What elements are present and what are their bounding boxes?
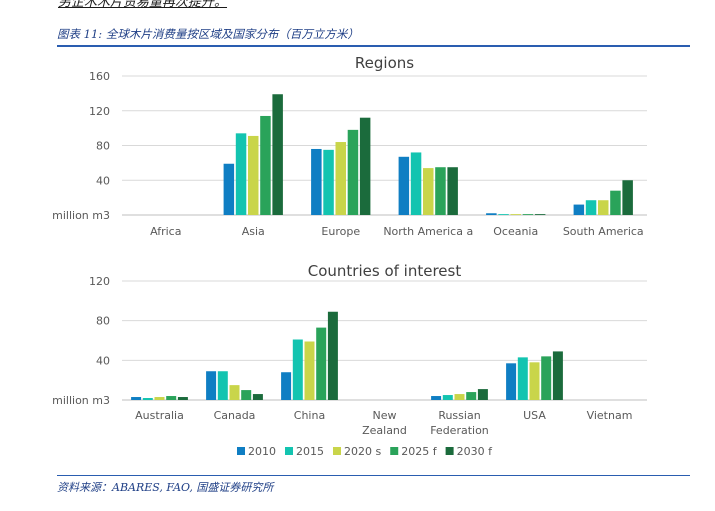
figure-title: 图表 11: 全球木片消费量按区域及国家分布（百万立方米）: [57, 27, 359, 41]
bar: [347, 129, 359, 215]
bar: [217, 371, 228, 400]
bar: [359, 117, 371, 215]
bar: [573, 204, 585, 215]
legend-label: 2010: [248, 445, 276, 458]
x-tick-label: Asia: [242, 225, 265, 238]
y-axis-unit-label: million m3: [52, 209, 110, 222]
x-tick-label: Europe: [321, 225, 360, 238]
bar: [435, 167, 446, 215]
bar: [235, 133, 247, 215]
bar: [154, 397, 165, 400]
x-tick-label: Oceania: [493, 225, 538, 238]
legend-label: 2020 s: [344, 445, 381, 458]
legend-label: 2030 f: [457, 445, 493, 458]
y-tick-label: 160: [89, 70, 110, 83]
bar: [272, 94, 283, 215]
x-tick-label: Australia: [135, 409, 184, 422]
bar: [327, 311, 338, 400]
bar: [477, 389, 488, 400]
legend-label: 2015: [296, 445, 324, 458]
truncated-header-text: 另企木木片贸易量再次提升。: [58, 0, 228, 10]
y-tick-label: 120: [89, 105, 110, 118]
legend-swatch: [285, 447, 293, 455]
bar: [522, 214, 534, 215]
y-tick-label: 80: [96, 140, 110, 153]
bar: [585, 200, 597, 215]
bar: [498, 214, 509, 215]
bar: [598, 200, 609, 215]
bar: [466, 392, 477, 400]
x-tick-label: South America: [563, 225, 644, 238]
bar: [241, 390, 252, 400]
x-tick-label: Africa: [150, 225, 181, 238]
bar: [622, 180, 633, 215]
y-axis-unit-label: million m3: [52, 394, 110, 407]
legend-swatch: [390, 447, 399, 455]
y-tick-label: 80: [96, 315, 110, 328]
bar: [206, 371, 217, 400]
bar: [142, 398, 153, 400]
bar: [447, 167, 458, 215]
x-tick-label: Russian: [438, 409, 480, 422]
y-tick-label: 40: [96, 174, 110, 187]
bar: [410, 152, 422, 215]
bar: [166, 396, 177, 400]
x-tick-label: Canada: [214, 409, 256, 422]
bar: [398, 156, 410, 215]
y-tick-label: 40: [96, 354, 110, 367]
bar: [552, 351, 563, 400]
bar: [292, 339, 303, 400]
bar: [517, 357, 528, 400]
bar: [223, 163, 235, 215]
x-tick-label: North America a: [383, 225, 473, 238]
bar: [248, 135, 259, 215]
bar: [252, 394, 263, 400]
legend-swatch: [333, 447, 341, 455]
bar: [316, 327, 327, 400]
bar: [506, 363, 517, 400]
source-note: 资料来源：ABARES, FAO, 国盛证券研究所: [57, 481, 274, 494]
chart-title: Regions: [355, 54, 414, 72]
y-tick-label: 120: [89, 275, 110, 288]
bar: [323, 149, 334, 215]
bar: [510, 214, 521, 215]
bar: [229, 385, 240, 400]
x-tick-label: Federation: [430, 424, 489, 437]
bar: [529, 362, 540, 400]
bar: [486, 213, 497, 215]
bar: [304, 341, 315, 400]
bar: [311, 148, 322, 215]
bar: [260, 115, 271, 215]
x-tick-label: Vietnam: [587, 409, 633, 422]
bar: [177, 397, 188, 400]
bar: [281, 372, 292, 400]
x-tick-label: China: [294, 409, 325, 422]
bar: [454, 394, 465, 400]
bar: [541, 356, 552, 400]
bar: [610, 190, 621, 215]
bar: [335, 142, 346, 215]
x-tick-label: USA: [523, 409, 546, 422]
source-rule: [57, 475, 690, 476]
bar: [423, 168, 434, 215]
bar: [431, 396, 442, 400]
legend-label: 2025 f: [401, 445, 437, 458]
title-rule: [57, 45, 690, 47]
chart-title: Countries of interest: [308, 262, 462, 280]
legend-swatch: [445, 447, 454, 455]
bar: [442, 395, 453, 400]
x-tick-label: Zealand: [362, 424, 407, 437]
bar: [534, 214, 546, 215]
legend-swatch: [237, 447, 245, 455]
x-tick-label: New: [373, 409, 397, 422]
bar: [131, 397, 142, 400]
